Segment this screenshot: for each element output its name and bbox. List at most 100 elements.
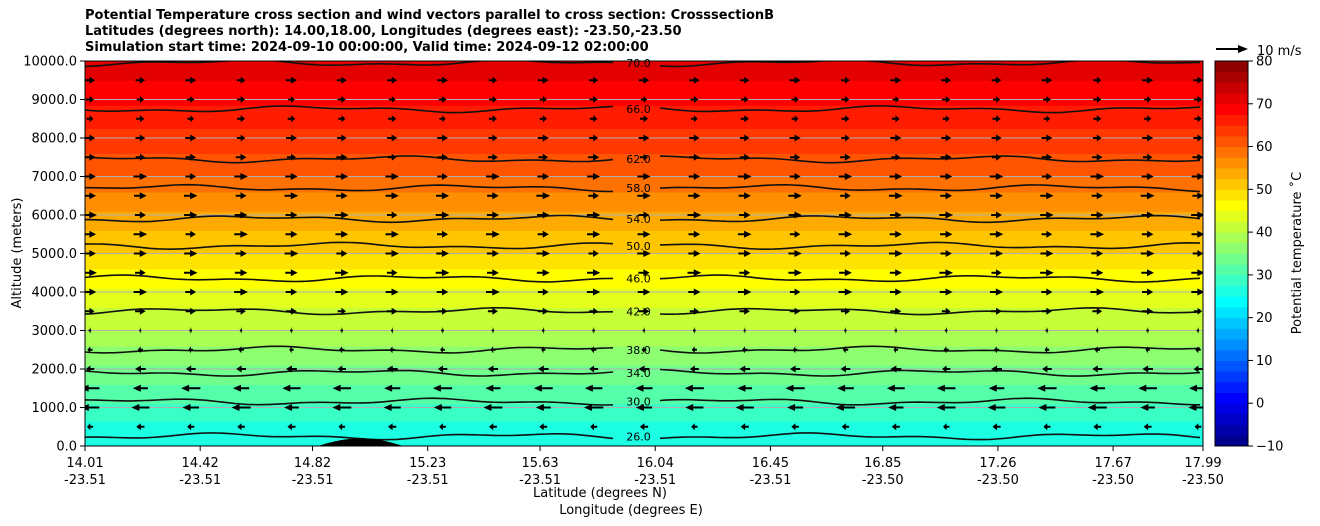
- temperature-band: [85, 420, 1203, 424]
- temperature-band: [85, 363, 1203, 366]
- wind-vector: [133, 173, 148, 180]
- temperature-band: [85, 357, 1203, 360]
- colorbar-level: [1215, 339, 1248, 351]
- wind-vector: [888, 250, 903, 257]
- wind-vector: [486, 230, 500, 238]
- wind-vector: [1092, 365, 1103, 373]
- colorbar-level: [1215, 242, 1248, 254]
- wind-vector: [1040, 192, 1054, 200]
- wind-vector: [1142, 307, 1154, 315]
- wind-vector: [639, 153, 649, 161]
- wind-vector: [844, 327, 847, 334]
- contour-line: [85, 214, 614, 224]
- wind-vector: [939, 269, 954, 277]
- temperature-band: [85, 151, 1203, 154]
- temperature-band: [85, 139, 1203, 143]
- wind-vector: [284, 192, 299, 200]
- wind-vector: [988, 384, 1005, 392]
- wind-vector: [385, 230, 399, 238]
- wind-vector: [385, 250, 399, 257]
- wind-vector: [388, 115, 397, 123]
- wind-vector: [385, 173, 399, 180]
- colorbar-level: [1215, 403, 1248, 415]
- wind-vector: [691, 423, 698, 431]
- wind-vector: [1094, 346, 1101, 354]
- wind-vector: [85, 307, 95, 315]
- contour-line: [85, 432, 614, 441]
- x-tick-label-lat: 16.04: [637, 456, 674, 471]
- temperature-band: [85, 276, 1203, 280]
- wind-vector: [992, 423, 1001, 431]
- wind-vector: [1138, 384, 1157, 392]
- wind-vector: [233, 384, 250, 392]
- temperature-band: [85, 68, 1203, 72]
- wind-vector: [737, 384, 752, 392]
- contour-line: [659, 306, 1201, 316]
- wind-vector: [993, 96, 1001, 103]
- wind-vector: [136, 115, 145, 123]
- contour-label: 70.0: [626, 57, 651, 70]
- wind-vector: [838, 288, 853, 296]
- temperature-band: [85, 380, 1203, 384]
- wind-vector: [841, 423, 850, 431]
- wind-vector: [1140, 404, 1155, 411]
- wind-vector: [86, 115, 94, 123]
- wind-vector: [541, 327, 545, 334]
- wind-vector: [638, 365, 650, 373]
- temperature-band: [85, 409, 1203, 412]
- wind-vector: [789, 153, 801, 161]
- wind-vector: [387, 153, 397, 161]
- wind-vector: [388, 96, 396, 103]
- wind-vector: [85, 153, 96, 161]
- wind-vector: [186, 96, 195, 103]
- wind-vector: [386, 307, 398, 315]
- wind-vector: [234, 173, 248, 180]
- wind-vector: [1146, 327, 1149, 334]
- temperature-band: [85, 351, 1203, 355]
- wind-vector: [489, 96, 497, 103]
- wind-vector: [337, 96, 346, 103]
- colorbar-level: [1215, 61, 1248, 73]
- temperature-band: [85, 224, 1203, 228]
- wind-vector: [1191, 211, 1203, 219]
- temperature-band: [85, 147, 1203, 151]
- wind-vector: [740, 115, 749, 123]
- wind-vector: [1142, 288, 1154, 296]
- temperature-band: [85, 105, 1203, 108]
- wind-vector: [536, 250, 551, 257]
- wind-vector: [285, 173, 298, 180]
- y-tick-label: 5000.0: [32, 247, 78, 262]
- wind-vector: [586, 288, 601, 296]
- wind-vector: [135, 76, 146, 84]
- colorbar-tick-label: 30: [1256, 268, 1273, 283]
- temperature-band: [85, 411, 1203, 414]
- wind-vector: [841, 96, 850, 103]
- wind-vector: [1091, 192, 1103, 200]
- wind-vector: [488, 76, 498, 84]
- wind-vector: [1040, 269, 1054, 277]
- contour-label: 62.0: [626, 153, 651, 166]
- wind-vector: [185, 288, 197, 296]
- temperature-band: [85, 370, 1203, 374]
- temperature-band: [85, 130, 1203, 133]
- temperature-band: [85, 442, 1203, 445]
- colorbar-level: [1215, 200, 1248, 212]
- wind-vector: [85, 365, 95, 373]
- temperature-band: [85, 413, 1203, 416]
- wind-vector: [389, 346, 395, 354]
- wind-vector: [1142, 76, 1154, 84]
- wind-vector: [1040, 211, 1054, 219]
- title-line-1: Potential Temperature cross section and …: [85, 8, 775, 23]
- wind-vector: [642, 327, 646, 334]
- wind-vector: [338, 115, 346, 123]
- temperature-band: [85, 359, 1203, 362]
- wind-vector: [939, 288, 953, 296]
- wind-vector: [838, 211, 852, 219]
- wind-vector: [637, 192, 651, 200]
- contour-line: [659, 155, 1201, 164]
- temperature-band: [85, 159, 1203, 162]
- contour-line: [85, 61, 614, 68]
- temperature-band: [85, 436, 1203, 439]
- wind-vector: [335, 173, 349, 180]
- wind-vector: [285, 288, 298, 296]
